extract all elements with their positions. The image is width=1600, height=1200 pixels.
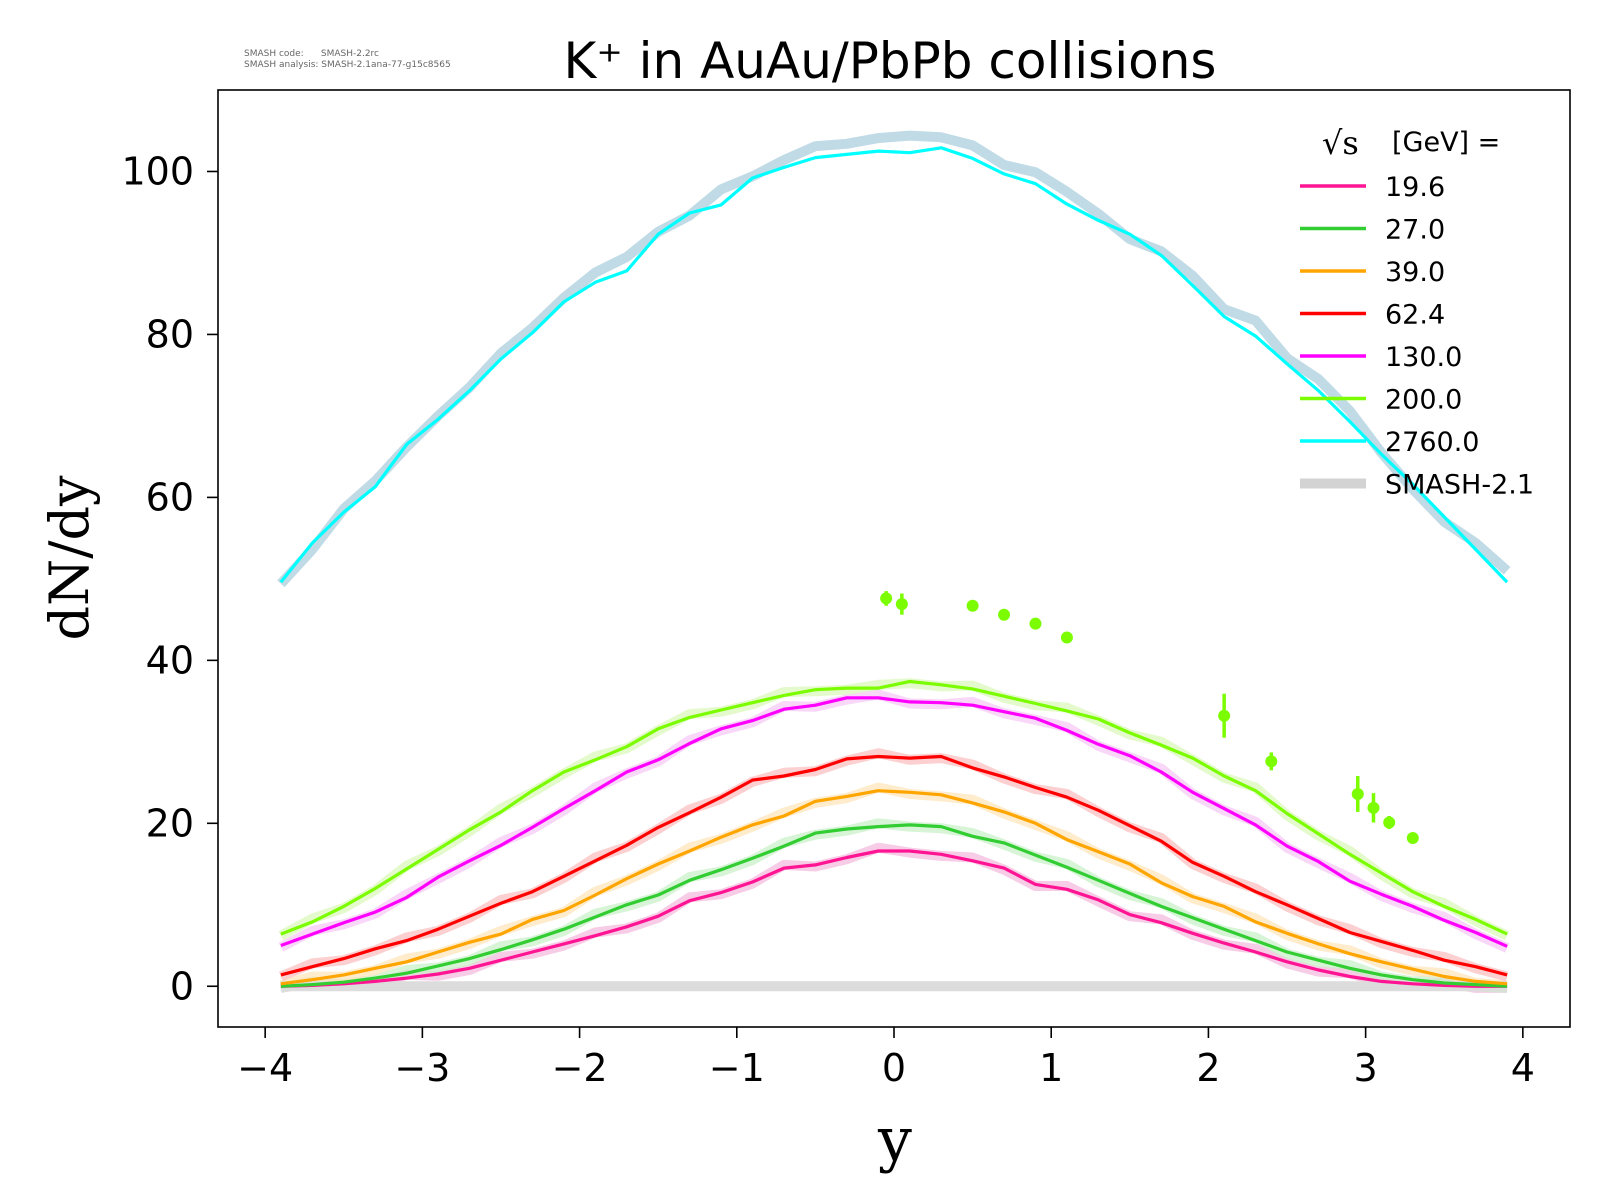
y-tick-label: 40 [146,638,194,682]
legend-title: √s [GeV] = [1322,124,1500,162]
data-point-11 [1406,831,1419,844]
legend-entry-130.0: 130.0 [1300,342,1462,373]
legend-entry-reference: SMASH-2.1 [1300,470,1534,501]
data-point-2 [966,599,979,612]
series-line-200.0 [280,679,1508,936]
legend-entry-39.0: 39.0 [1300,257,1445,288]
reference-band-39.0 [279,782,1508,991]
legend-label: 27.0 [1385,215,1445,246]
series-line-130.0 [280,696,1508,948]
y-tick-label: 20 [146,801,194,845]
marker [966,599,979,612]
data-point-5 [1060,631,1073,644]
x-tick-label: −1 [709,1046,765,1090]
smash-code-version: SMASH code: SMASH-2.2rc [244,49,380,59]
x-tick-label: 4 [1511,1046,1535,1090]
reference-band-2760.0 [277,130,1511,588]
legend-label: 62.4 [1385,300,1445,331]
series-line-62.4 [280,754,1508,977]
data-point-1 [895,593,908,615]
marker [880,592,893,605]
y-tick-label: 60 [146,475,194,519]
data-point-8 [1351,776,1364,812]
legend-entry-19.6: 19.6 [1300,172,1445,203]
chart-title: K⁺ in AuAu/PbPb collisions [564,32,1217,90]
smash-analysis-version: SMASH analysis: SMASH-2.1ana-77-g15c8565 [244,60,451,70]
plot-area [277,130,1511,993]
y-tick-label: 100 [121,149,194,193]
legend: √s [GeV] = 19.6 27.0 39.0 62.4 130.0 200.0 2760.… [1300,124,1534,501]
data-point-0 [880,591,893,606]
reference-band-200.0 [278,678,1510,941]
legend-title-unit: [GeV] = [1392,127,1500,158]
x-tick-label: −4 [237,1046,293,1090]
legend-entry-27.0: 27.0 [1300,215,1445,246]
series-line-27.0 [280,823,1508,988]
legend-entry-62.4: 62.4 [1300,300,1445,331]
x-tick-label: −3 [394,1046,450,1090]
series-line-39.0 [280,789,1508,986]
marker [1218,709,1231,722]
x-tick-label: 1 [1039,1046,1063,1090]
x-tick-label: 2 [1196,1046,1220,1090]
data-point-4 [1029,617,1042,630]
legend-label: SMASH-2.1 [1385,470,1534,501]
legend-label: 2760.0 [1385,427,1479,458]
data-point-7 [1265,752,1278,771]
legend-label: 39.0 [1385,257,1445,288]
x-tick-label: 3 [1354,1046,1378,1090]
data-point-10 [1383,815,1396,830]
y-tick-label: 80 [146,312,194,356]
data-point-6 [1218,693,1231,738]
marker [998,608,1011,621]
marker [1406,831,1419,844]
x-axis-label: y [877,1105,912,1175]
legend-entry-200.0: 200.0 [1300,385,1462,416]
y-axis-label: dN/dy [38,475,101,641]
data-point-3 [998,608,1011,621]
sqrt-s-symbol: √s [1322,124,1359,162]
marker [1383,816,1396,829]
marker [1029,617,1042,630]
marker [1265,755,1278,768]
x-tick-label: −2 [552,1046,608,1090]
series-line-19.6 [280,849,1508,988]
marker [1060,631,1073,644]
legend-entry-2760.0: 2760.0 [1300,427,1479,458]
marker [895,598,908,611]
data-point-9 [1367,793,1380,823]
marker [1351,787,1364,800]
x-tick-label: 0 [882,1046,906,1090]
legend-label: 19.6 [1385,172,1445,203]
marker [1367,801,1380,814]
legend-label: 200.0 [1385,385,1462,416]
series-line-2760.0 [279,146,1509,584]
legend-label: 130.0 [1385,342,1462,373]
y-tick-label: 0 [170,964,194,1008]
